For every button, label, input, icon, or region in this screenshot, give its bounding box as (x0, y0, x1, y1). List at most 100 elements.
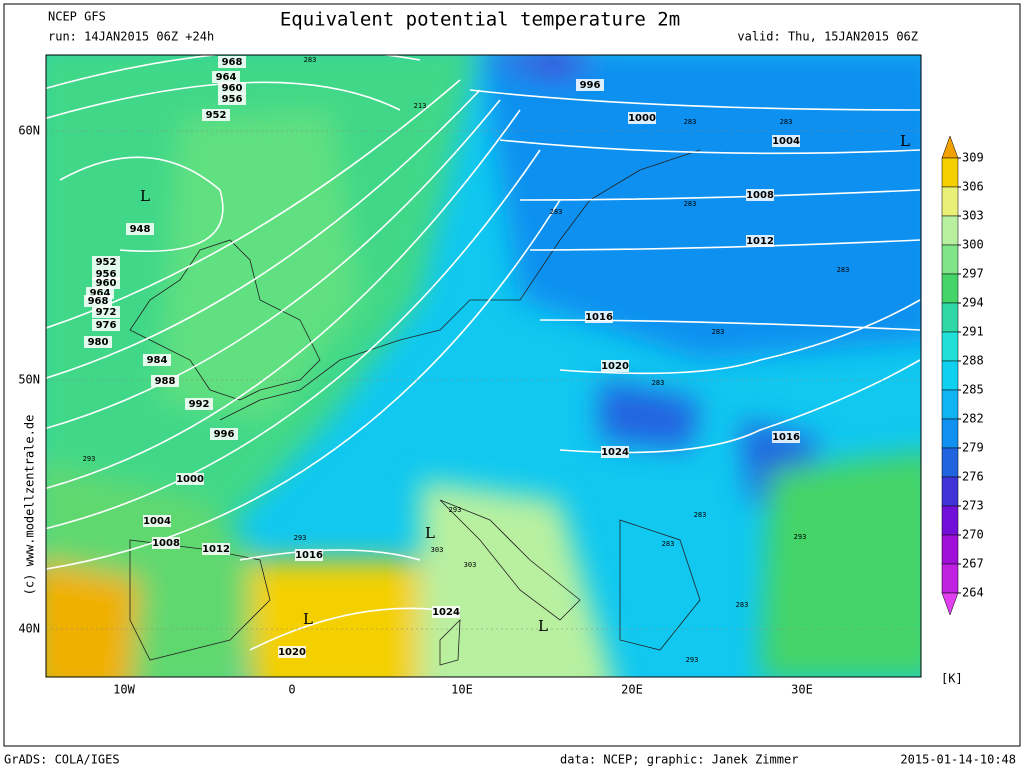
label-bg (772, 135, 800, 147)
colorbar-tick-label: 294 (962, 296, 984, 310)
colorbar-box (941, 476, 959, 507)
colorbar-box (941, 302, 959, 333)
label-bg (143, 515, 171, 527)
label-bg (218, 56, 246, 68)
theta-label: 293 (83, 455, 96, 463)
unit: [K] (941, 672, 963, 686)
label-bg (202, 109, 230, 121)
lat-label: 40N (18, 622, 40, 636)
colorbar-tick-label: 276 (962, 470, 984, 484)
low-center: L (538, 617, 548, 635)
colorbar-box (941, 563, 959, 594)
label-bg (746, 235, 774, 247)
label-bg (210, 428, 238, 440)
colorbar-tick-label: 306 (962, 180, 984, 194)
label-bg (576, 79, 604, 91)
label-bg (432, 606, 460, 618)
isobar-label: 1004 (772, 136, 800, 147)
label-bg (84, 295, 112, 307)
label-bg (176, 473, 204, 485)
isobar-label: 1008 (746, 190, 774, 201)
label-bg (152, 537, 180, 549)
colorbar-box (941, 447, 959, 478)
lat-label: 50N (18, 373, 40, 387)
label-bg (772, 431, 800, 443)
isobar-label: 1000 (176, 474, 204, 485)
footer-left: GrADS: COLA/IGES (4, 753, 120, 767)
isobar-label: 1016 (772, 432, 800, 443)
colorbar-tick-label: 279 (962, 441, 984, 455)
label-bg (601, 446, 629, 458)
label-bg (92, 277, 120, 289)
colorbar-box (941, 157, 959, 188)
lon-label: 20E (621, 683, 643, 697)
isobar-label: 968 (222, 57, 243, 68)
label-bg (92, 256, 120, 268)
isobar-label: 964 (90, 288, 111, 299)
colorbar-cap (941, 592, 959, 616)
theta-label: 293 (449, 506, 462, 514)
lon-label: 30E (791, 683, 813, 697)
label-bg (218, 93, 246, 105)
isobar-label: 964 (216, 72, 237, 83)
theta-label: 283 (652, 379, 665, 387)
theta-label: 283 (684, 118, 697, 126)
lat-label: 60N (18, 124, 40, 138)
label-bg (143, 354, 171, 366)
lon-label: 0 (288, 683, 295, 697)
colorbar-cap (941, 135, 959, 159)
theta-label: 283 (736, 601, 749, 609)
label-bg (585, 311, 613, 323)
lon-label: 10E (451, 683, 473, 697)
theta-label: 283 (837, 266, 850, 274)
colorbar-box (941, 418, 959, 449)
isobar-label: 956 (222, 94, 243, 105)
colorbar-box (941, 505, 959, 536)
theta-label: 293 (686, 656, 699, 664)
label-bg (202, 543, 230, 555)
colorbar-box (941, 389, 959, 420)
isobar-label: 1008 (152, 538, 180, 549)
isobar-label: 968 (88, 296, 109, 307)
colorbar-tick-label: 297 (962, 267, 984, 281)
watermark: (c) www.modellzentrale.de (23, 415, 37, 596)
isobar-label: 988 (155, 376, 176, 387)
low-center: L (425, 524, 435, 542)
isobar-label: 1020 (601, 361, 629, 372)
colorbar-box (941, 244, 959, 275)
run: run: 14JAN2015 06Z +24h (48, 30, 214, 44)
isobar-label: 972 (96, 307, 117, 318)
lon-label: 10W (113, 683, 135, 697)
low-center: L (140, 187, 150, 205)
label-bg (126, 223, 154, 235)
isobar-label: 948 (130, 224, 151, 235)
colorbar-tick-label: 285 (962, 383, 984, 397)
colorbar-box (941, 534, 959, 565)
theta-label: 213 (414, 102, 427, 110)
label-bg (278, 646, 306, 658)
label-bg (628, 112, 656, 124)
footer-date: 2015-01-14-10:48 (900, 753, 1016, 767)
isobar-label: 1004 (143, 516, 171, 527)
map-field (46, 55, 921, 677)
footer-credit: data: NCEP; graphic: Janek Zimmer (560, 753, 798, 767)
isobar-label: 1000 (628, 113, 656, 124)
theta-label: 283 (662, 540, 675, 548)
map-border (45, 54, 922, 678)
theta-label: 283 (550, 208, 563, 216)
colorbar-box (941, 273, 959, 304)
low-center: L (303, 610, 313, 628)
theta-label: 303 (464, 561, 477, 569)
label-bg (746, 189, 774, 201)
label-bg (84, 336, 112, 348)
colorbar-tick-label: 264 (962, 586, 984, 600)
valid: valid: Thu, 15JAN2015 06Z (737, 30, 918, 44)
colorbar-box (941, 186, 959, 217)
isobar-label: 984 (147, 355, 168, 366)
theta-label: 283 (304, 56, 317, 64)
isobar-label: 956 (96, 269, 117, 280)
theta-label: 283 (684, 200, 697, 208)
colorbar-tick-label: 303 (962, 209, 984, 223)
isobar-label: 1016 (585, 312, 613, 323)
